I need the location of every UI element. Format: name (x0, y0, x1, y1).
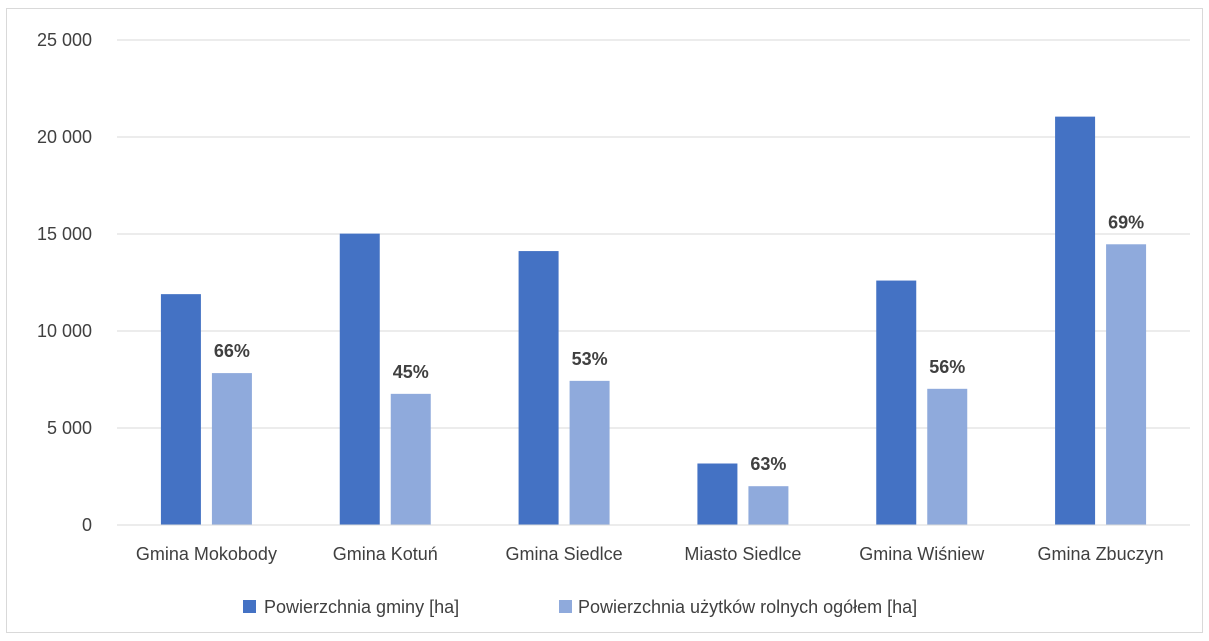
y-tick-label: 5 000 (47, 418, 92, 438)
data-label: 69% (1108, 212, 1144, 232)
bar-powierzchnia-gminy (876, 280, 917, 525)
x-category-label: Gmina Wiśniew (859, 544, 985, 564)
data-label: 53% (572, 349, 608, 369)
data-label: 56% (929, 357, 965, 377)
bar-powierzchnia-gminy (339, 233, 380, 525)
y-tick-label: 15 000 (37, 224, 92, 244)
x-category-label: Gmina Kotuń (333, 544, 438, 564)
bar-uzytki-rolne (1106, 244, 1147, 526)
bar-uzytki-rolne (569, 380, 610, 525)
bar-powierzchnia-gminy (518, 251, 559, 525)
bar-uzytki-rolne (748, 486, 789, 525)
y-tick-label: 25 000 (37, 30, 92, 50)
bar-powierzchnia-gminy (697, 463, 738, 525)
legend-label: Powierzchnia gminy [ha] (264, 597, 459, 617)
bar-uzytki-rolne (390, 393, 431, 525)
chart-frame (6, 8, 1203, 633)
x-category-label: Gmina Mokobody (136, 544, 277, 564)
bar-powierzchnia-gminy (1055, 116, 1096, 525)
bar-uzytki-rolne (927, 388, 968, 525)
y-tick-label: 10 000 (37, 321, 92, 341)
data-label: 63% (750, 454, 786, 474)
y-tick-label: 0 (82, 515, 92, 535)
legend-swatch (559, 600, 572, 613)
legend-label: Powierzchnia użytków rolnych ogółem [ha] (578, 597, 917, 617)
data-label: 66% (214, 341, 250, 361)
bar-uzytki-rolne (211, 373, 252, 525)
x-category-label: Gmina Zbuczyn (1038, 544, 1164, 564)
legend-swatch (243, 600, 256, 613)
x-category-label: Gmina Siedlce (506, 544, 623, 564)
y-tick-label: 20 000 (37, 127, 92, 147)
bar-powierzchnia-gminy (160, 294, 201, 525)
data-label: 45% (393, 362, 429, 382)
x-category-label: Miasto Siedlce (684, 544, 801, 564)
